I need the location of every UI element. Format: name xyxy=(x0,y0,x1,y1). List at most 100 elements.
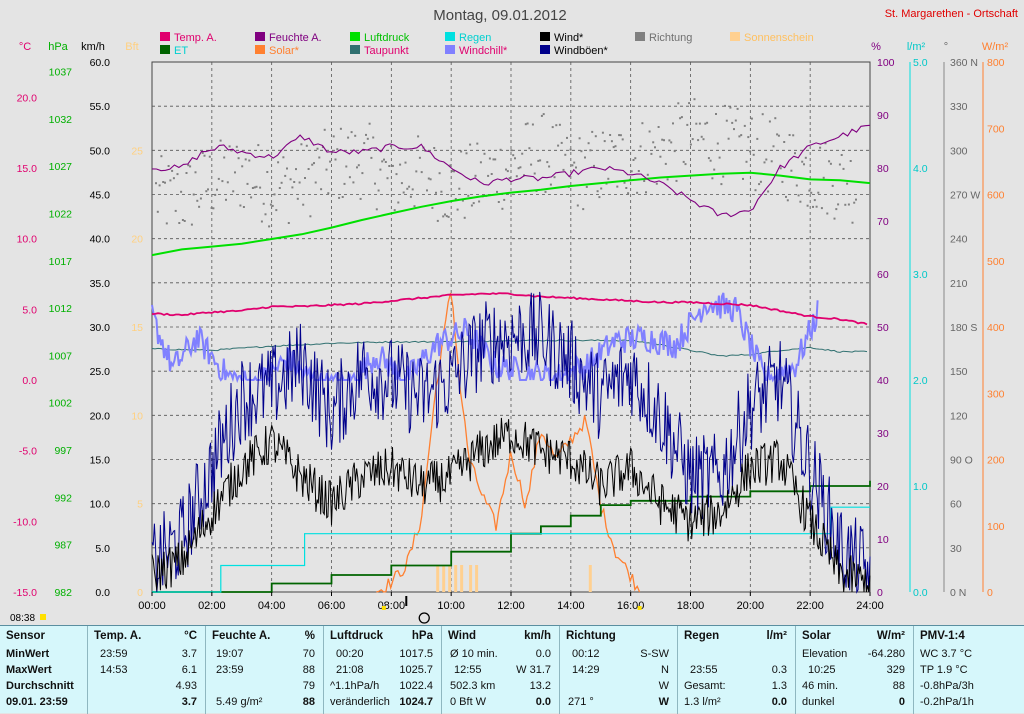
direction-point xyxy=(329,160,332,163)
direction-point xyxy=(449,164,452,167)
direction-point xyxy=(492,158,495,161)
solar-tick-label: 400 xyxy=(987,322,1005,334)
rain-tick-label: 5.0 xyxy=(913,57,928,69)
direction-point xyxy=(609,134,612,136)
direction-point xyxy=(804,156,807,159)
direction-point xyxy=(370,156,373,159)
humidity-unit: % xyxy=(304,630,315,642)
direction-point xyxy=(603,140,606,143)
direction-point xyxy=(582,208,585,211)
direction-point xyxy=(675,179,678,182)
pressure-unit: hPa xyxy=(411,630,433,642)
direction-point xyxy=(271,204,274,207)
temp-header: Temp. A. xyxy=(94,630,142,642)
direction-point xyxy=(327,192,330,195)
direction-point xyxy=(844,203,847,206)
temp-avg: 4.93 xyxy=(175,680,197,692)
direction-point xyxy=(383,158,385,161)
direction-point xyxy=(503,198,506,201)
direction-point xyxy=(562,168,565,171)
humidity-avg: 79 xyxy=(302,680,315,692)
direction-point xyxy=(275,209,278,212)
direction-header: Richtung xyxy=(566,630,616,642)
direction-max-time: 14:29 xyxy=(572,664,600,676)
direction-point xyxy=(216,188,218,191)
direction-point xyxy=(194,171,197,174)
sunshine-bar xyxy=(588,565,592,592)
direction-point xyxy=(614,145,617,148)
temp-tick-label: -15.0 xyxy=(13,587,37,599)
direction-point xyxy=(521,152,524,155)
direction-point xyxy=(781,180,784,183)
direction-point xyxy=(610,140,613,143)
direction-point xyxy=(835,208,838,211)
bft-tick-label: 0 xyxy=(137,587,143,599)
humidity-header: Feuchte A. xyxy=(212,630,271,642)
bft-unit-label: Bft xyxy=(125,41,138,53)
direction-point xyxy=(643,180,646,182)
direction-point xyxy=(400,182,403,185)
direction-point xyxy=(158,184,161,187)
direction-point xyxy=(278,187,281,189)
direction-column: Richtung 00:12 S-SW 14:29 N W 271 ° W xyxy=(560,626,678,714)
direction-point xyxy=(404,161,407,164)
direction-point xyxy=(167,165,170,167)
direction-point xyxy=(461,199,464,202)
direction-point xyxy=(616,185,619,188)
pressure-tick-label: 1032 xyxy=(49,114,73,126)
legend-swatch xyxy=(635,32,645,41)
direction-point xyxy=(612,146,615,149)
direction-point xyxy=(505,168,507,171)
direction-point xyxy=(316,147,319,150)
direction-point xyxy=(797,194,800,197)
rain-total-label: Gesamt: xyxy=(684,680,726,692)
temp-tick-label: 20.0 xyxy=(17,92,38,104)
direction-point xyxy=(530,163,533,166)
direction-point xyxy=(822,176,825,179)
bft-tick-label: 15 xyxy=(131,322,143,334)
pressure-header: Luftdruck xyxy=(330,630,384,642)
direction-point xyxy=(711,177,714,180)
time-tick-label: 14:00 xyxy=(557,600,585,612)
direction-point xyxy=(575,166,577,169)
pressure-tick-label: 992 xyxy=(54,492,72,504)
direction-point xyxy=(214,193,217,196)
direction-point xyxy=(246,182,249,185)
sensor-header: Sensor xyxy=(6,630,45,642)
legend: Temp. A. Feuchte A. Luftdruck Regen Wind* Ric… xyxy=(160,32,814,57)
direction-point xyxy=(593,164,595,167)
direction-point xyxy=(363,142,366,145)
direction-point xyxy=(282,156,285,159)
pressure-max-time: 21:08 xyxy=(336,664,364,676)
direction-point xyxy=(840,154,843,156)
time-tick-label: 22:00 xyxy=(796,600,824,612)
direction-point xyxy=(666,178,669,181)
direction-point xyxy=(806,204,809,207)
direction-point xyxy=(566,136,568,139)
direction-point xyxy=(350,131,353,134)
direction-point xyxy=(259,186,262,189)
wind-tick-label: 15.0 xyxy=(90,455,111,467)
direction-point xyxy=(706,121,709,124)
direction-tick-label: 30 xyxy=(950,543,962,555)
direction-point xyxy=(736,107,739,110)
direction-point xyxy=(435,191,437,194)
direction-point xyxy=(815,205,818,208)
direction-point xyxy=(415,170,418,173)
direction-point xyxy=(332,135,335,138)
direction-point xyxy=(519,166,522,169)
direction-point xyxy=(433,147,436,149)
temp-unit: °C xyxy=(184,630,197,642)
direction-point xyxy=(510,149,513,152)
direction-min-value: S-SW xyxy=(640,648,669,660)
rain-unit: l/m² xyxy=(766,630,787,642)
direction-point xyxy=(679,117,682,120)
direction-point xyxy=(564,153,567,156)
direction-point xyxy=(395,173,398,176)
direction-point xyxy=(684,163,687,166)
direction-point xyxy=(663,139,665,142)
legend-label: Solar* xyxy=(269,45,300,57)
direction-point xyxy=(634,157,637,160)
direction-point xyxy=(838,163,841,166)
pressure-tick-label: 987 xyxy=(54,540,72,552)
